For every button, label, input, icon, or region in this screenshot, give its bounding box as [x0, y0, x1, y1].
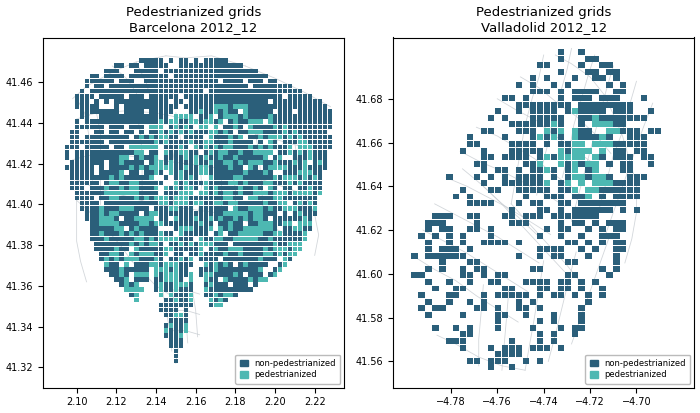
- Title: Pedestrianized grids
Barcelona 2012_12: Pedestrianized grids Barcelona 2012_12: [126, 5, 261, 33]
- Title: Pedestrianized grids
Valladolid 2012_12: Pedestrianized grids Valladolid 2012_12: [476, 5, 611, 33]
- Legend: non-pedestrianized, pedestrianized: non-pedestrianized, pedestrianized: [235, 355, 340, 384]
- Legend: non-pedestrianized, pedestrianized: non-pedestrianized, pedestrianized: [585, 355, 690, 384]
